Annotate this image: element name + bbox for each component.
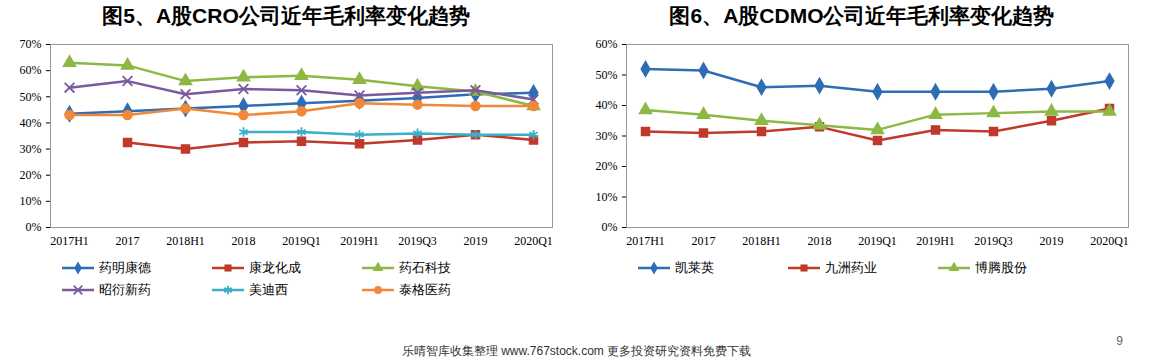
svg-text:40%: 40% bbox=[596, 98, 618, 112]
svg-text:0%: 0% bbox=[602, 220, 618, 234]
html-text:九洲药业: 九洲药业 bbox=[825, 260, 877, 275]
svg-text:2019Q3: 2019Q3 bbox=[974, 234, 1013, 248]
svg-text:2019: 2019 bbox=[464, 234, 488, 248]
svg-text:2018H1: 2018H1 bbox=[742, 234, 781, 248]
svg-text:2019H1: 2019H1 bbox=[916, 234, 955, 248]
svg-text:2019Q1: 2019Q1 bbox=[282, 234, 321, 248]
svg-text:40%: 40% bbox=[20, 116, 42, 130]
html-text:康龙化成: 康龙化成 bbox=[249, 260, 301, 275]
svg-text:2019Q1: 2019Q1 bbox=[858, 234, 897, 248]
svg-text:60%: 60% bbox=[596, 37, 618, 51]
svg-text:50%: 50% bbox=[20, 90, 42, 104]
html-text:图6、A股CDMO公司近年毛利率变化趋势: 图6、A股CDMO公司近年毛利率变化趋势 bbox=[669, 4, 1055, 27]
svg-text:2020Q1: 2020Q1 bbox=[1090, 234, 1129, 248]
html-text:博腾股份: 博腾股份 bbox=[975, 260, 1027, 275]
svg-text:70%: 70% bbox=[20, 37, 42, 51]
svg-text:0%: 0% bbox=[26, 220, 42, 234]
svg-text:20%: 20% bbox=[20, 168, 42, 182]
svg-text:2019Q3: 2019Q3 bbox=[398, 234, 437, 248]
svg-text:2020Q1: 2020Q1 bbox=[514, 234, 553, 248]
svg-text:2018H1: 2018H1 bbox=[166, 234, 205, 248]
svg-text:30%: 30% bbox=[596, 129, 618, 143]
html-text:昭衍新药: 昭衍新药 bbox=[99, 282, 151, 297]
html-text:乐晴智库收集整理 www.767stock.com 更多投资: 乐晴智库收集整理 www.767stock.com 更多投资研究资料免费下载 bbox=[401, 344, 752, 358]
svg-text:2019: 2019 bbox=[1040, 234, 1064, 248]
svg-text:2017H1: 2017H1 bbox=[626, 234, 665, 248]
html-text:美迪西: 美迪西 bbox=[249, 282, 288, 297]
svg-text:2019H1: 2019H1 bbox=[340, 234, 379, 248]
html-text:9: 9 bbox=[1116, 334, 1123, 348]
html-text:泰格医药: 泰格医药 bbox=[399, 282, 451, 297]
svg-text:2018: 2018 bbox=[232, 234, 256, 248]
html-text:图5、A股CRO公司近年毛利率变化趋势: 图5、A股CRO公司近年毛利率变化趋势 bbox=[102, 4, 470, 27]
svg-text:30%: 30% bbox=[20, 142, 42, 156]
svg-text:2017: 2017 bbox=[116, 234, 140, 248]
svg-text:50%: 50% bbox=[596, 68, 618, 82]
html-text:药石科技: 药石科技 bbox=[399, 260, 451, 275]
svg-text:2018: 2018 bbox=[808, 234, 832, 248]
svg-text:10%: 10% bbox=[596, 190, 618, 204]
svg-text:10%: 10% bbox=[20, 194, 42, 208]
html-text:凯莱英: 凯莱英 bbox=[675, 260, 714, 275]
svg-text:2017: 2017 bbox=[692, 234, 716, 248]
svg-text:60%: 60% bbox=[20, 63, 42, 77]
html-text:药明康德: 药明康德 bbox=[99, 260, 151, 275]
svg-text:2017H1: 2017H1 bbox=[50, 234, 89, 248]
svg-text:20%: 20% bbox=[596, 159, 618, 173]
